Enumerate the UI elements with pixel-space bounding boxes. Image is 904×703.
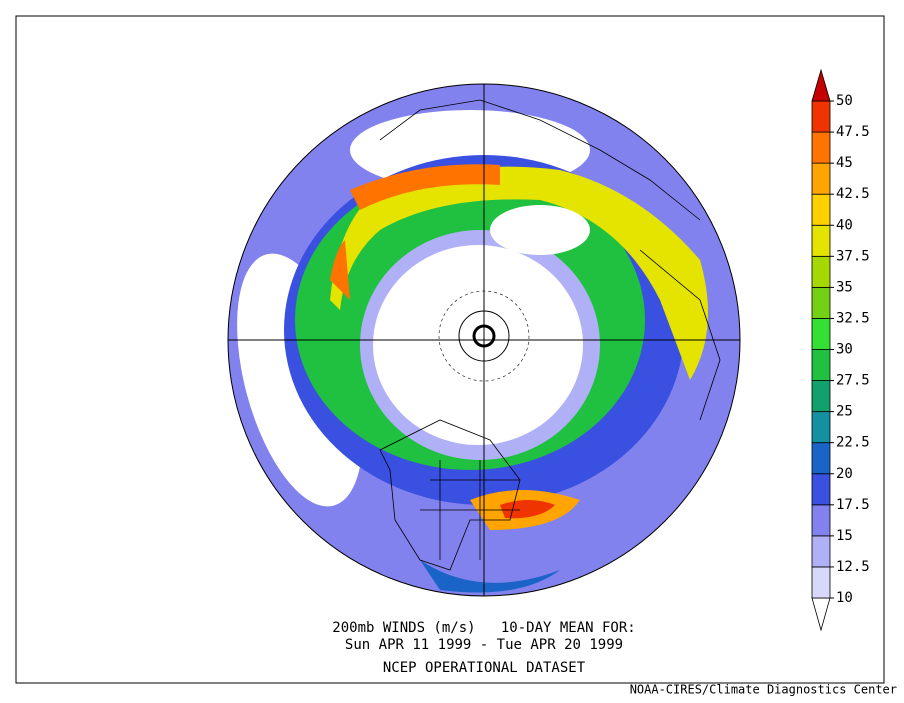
colorbar-label: 37.5	[836, 248, 870, 264]
credit: NOAA-CIRES/Climate Diagnostics Center	[630, 683, 897, 697]
colorbar-box	[811, 255, 831, 288]
colorbar-label: 12.5	[836, 559, 870, 575]
colorbar-label: 27.5	[836, 373, 870, 389]
colorbar-arrow	[811, 68, 831, 102]
colorbar-box	[811, 131, 831, 164]
colorbar-box	[811, 162, 831, 195]
colorbar-label: 17.5	[836, 497, 870, 513]
colorbar-box	[811, 224, 831, 257]
colorbar-label: 15	[836, 528, 853, 544]
colorbar-label: 10	[836, 590, 853, 606]
colorbar-label: 47.5	[836, 124, 870, 140]
colorbar-label: 45	[836, 155, 853, 171]
colorbar-label: 40	[836, 217, 853, 233]
colorbar-label: 42.5	[836, 186, 870, 202]
colorbar-box	[811, 442, 831, 475]
colorbar: 10 12.5 15 17.5 20 22.5 25 27.5 30 32.5 35 37.5 40 42…	[811, 68, 870, 632]
caption-line: Sun APR 11 1999 - Tue APR 20 1999	[345, 637, 623, 653]
wind-map	[228, 84, 740, 596]
colorbar-label: 32.5	[836, 310, 870, 326]
colorbar-box	[811, 100, 831, 133]
colorbar-label: 22.5	[836, 435, 870, 451]
colorbar-label: 35	[836, 279, 853, 295]
frame	[15, 15, 885, 684]
colorbar-box	[811, 411, 831, 444]
colorbar-label: 20	[836, 466, 853, 482]
colorbar-arrow	[811, 597, 831, 632]
caption-line: NCEP OPERATIONAL DATASET	[383, 660, 586, 676]
colorbar-box	[811, 318, 831, 350]
colorbar-box	[811, 380, 831, 413]
colorbar-box	[811, 504, 831, 537]
colorbar-box	[811, 349, 831, 381]
colorbar-label: 25	[836, 404, 853, 420]
caption-line: 200mb WINDS (m/s) 10-DAY MEAN FOR:	[332, 620, 635, 636]
colorbar-box	[811, 535, 831, 568]
colorbar-label: 30	[836, 342, 853, 358]
colorbar-box	[811, 286, 831, 319]
colorbar-box	[811, 193, 831, 226]
colorbar-box	[811, 473, 831, 506]
colorbar-box	[811, 566, 831, 599]
colorbar-label: 50	[836, 93, 853, 109]
